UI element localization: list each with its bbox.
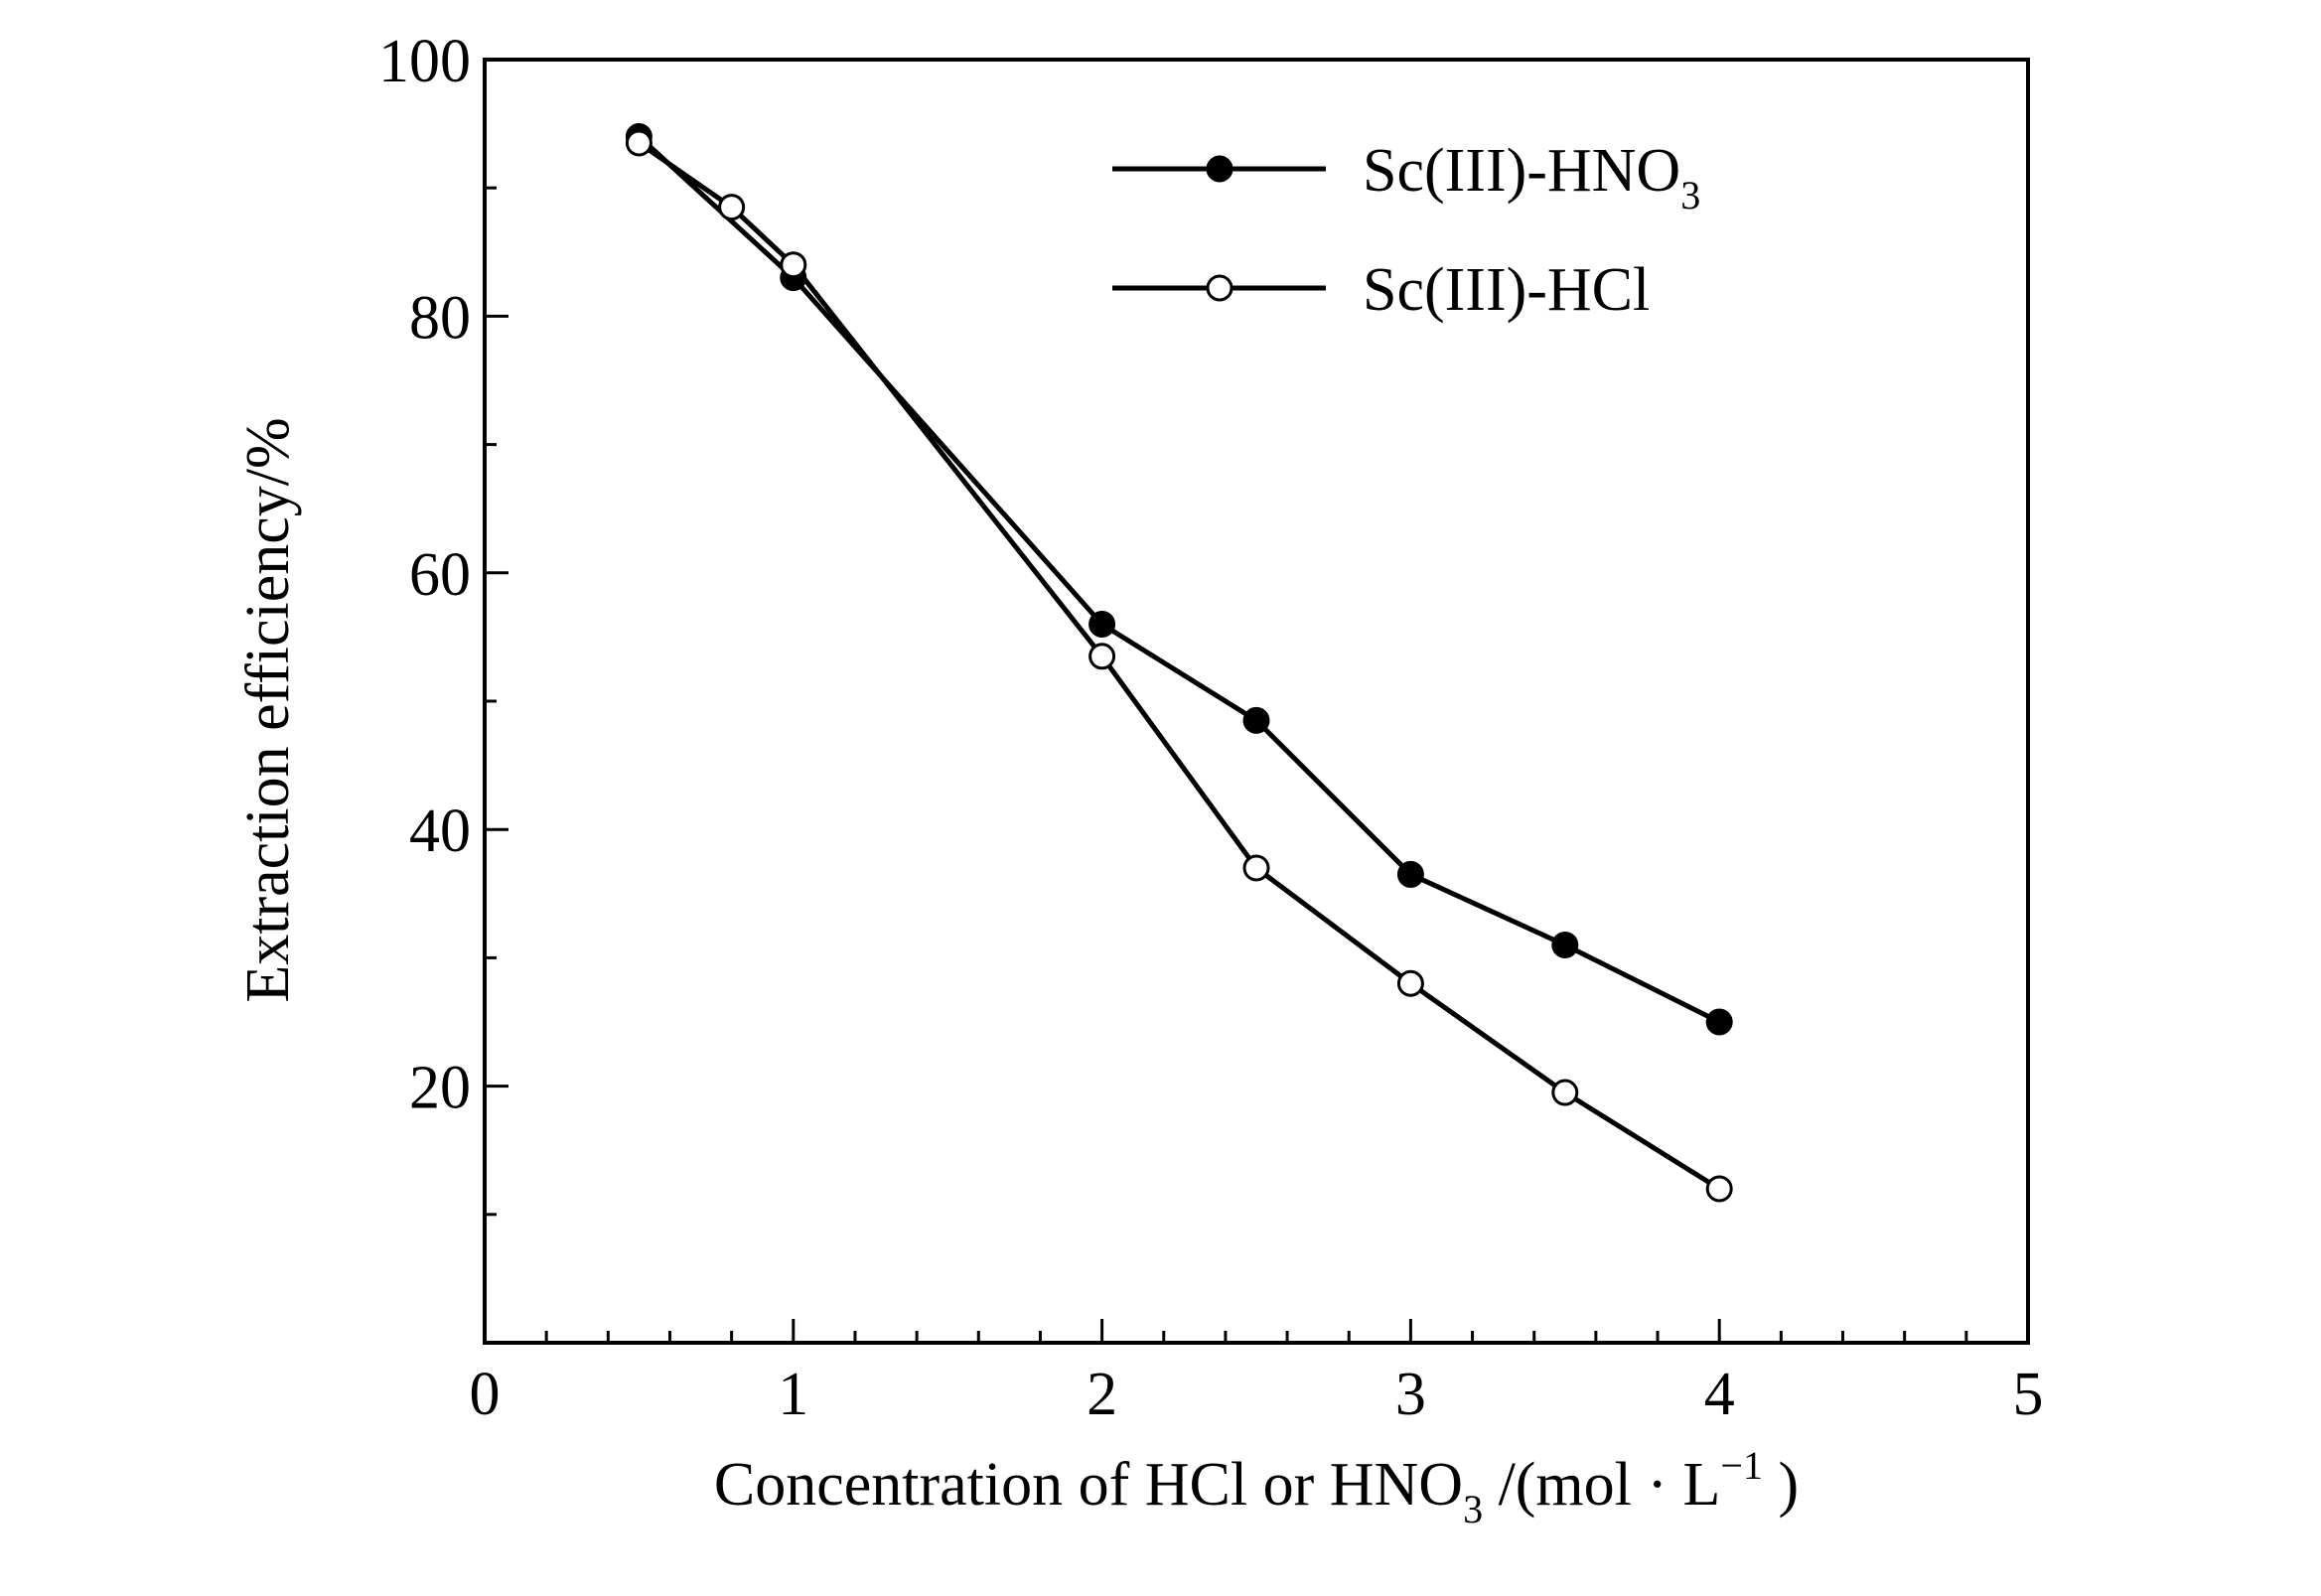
data-point [1242,854,1270,882]
data-point [1088,643,1116,670]
data-point [1396,860,1424,888]
data-point [780,251,807,279]
y-tick-label: 60 [409,541,471,609]
x-axis-title-sub: 3 [1463,1487,1483,1531]
axes: 0 1 2 3 4 5 20 40 60 80 100 [378,28,2044,1428]
x-tick-label: 0 [470,1361,501,1428]
x-tick-label: 1 [778,1361,808,1428]
data-point [1551,1079,1579,1106]
x-axis-title-main: Concentration of HCl or HNO [714,1451,1463,1519]
x-axis-title-unit: /(mol · L [1483,1451,1720,1519]
legend-label-main: Sc(III)-HCl [1363,256,1650,324]
legend-label: Sc(III)-HNO3 [1363,137,1700,218]
data-point [625,129,653,157]
x-axis-title-close: ) [1763,1451,1799,1519]
data-point [1396,969,1424,997]
x-tick-label: 5 [2013,1361,2044,1428]
x-axis-title: Concentration of HCl or HNO3 /(mol · L−1… [714,1443,1799,1531]
y-tick-label: 20 [409,1055,471,1122]
legend-label-main: Sc(III)-HNO [1363,137,1680,205]
data-point [1242,706,1270,734]
legend-marker [1206,155,1233,183]
data-point [1088,610,1116,638]
data-point [718,194,746,221]
data-point [1551,931,1579,958]
data-point [1705,1008,1733,1036]
legend-label-sub: 3 [1680,173,1700,218]
legend-marker [1206,274,1233,302]
x-tick-label: 4 [1704,1361,1735,1428]
x-axis-title-sup: −1 [1720,1443,1763,1488]
legend-label: Sc(III)-HCl [1363,256,1650,324]
data-point [1705,1175,1733,1203]
y-tick-label: 40 [409,798,471,865]
y-tick-label: 100 [378,28,471,95]
legend-entry-2: Sc(III)-HCl [1112,256,1650,324]
x-tick-label: 2 [1087,1361,1117,1428]
series-line [637,140,1721,1192]
legend-entry-1: Sc(III)-HNO3 [1112,137,1700,218]
legend: Sc(III)-HNO3 Sc(III)-HCl [1112,137,1700,324]
y-tick-label: 80 [409,284,471,352]
x-tick-label: 3 [1395,1361,1426,1428]
series-layer [625,123,1733,1203]
plot-frame [483,58,2030,1345]
y-axis-title: Extraction efficiency/% [234,417,302,1002]
series-2 [625,129,1733,1203]
